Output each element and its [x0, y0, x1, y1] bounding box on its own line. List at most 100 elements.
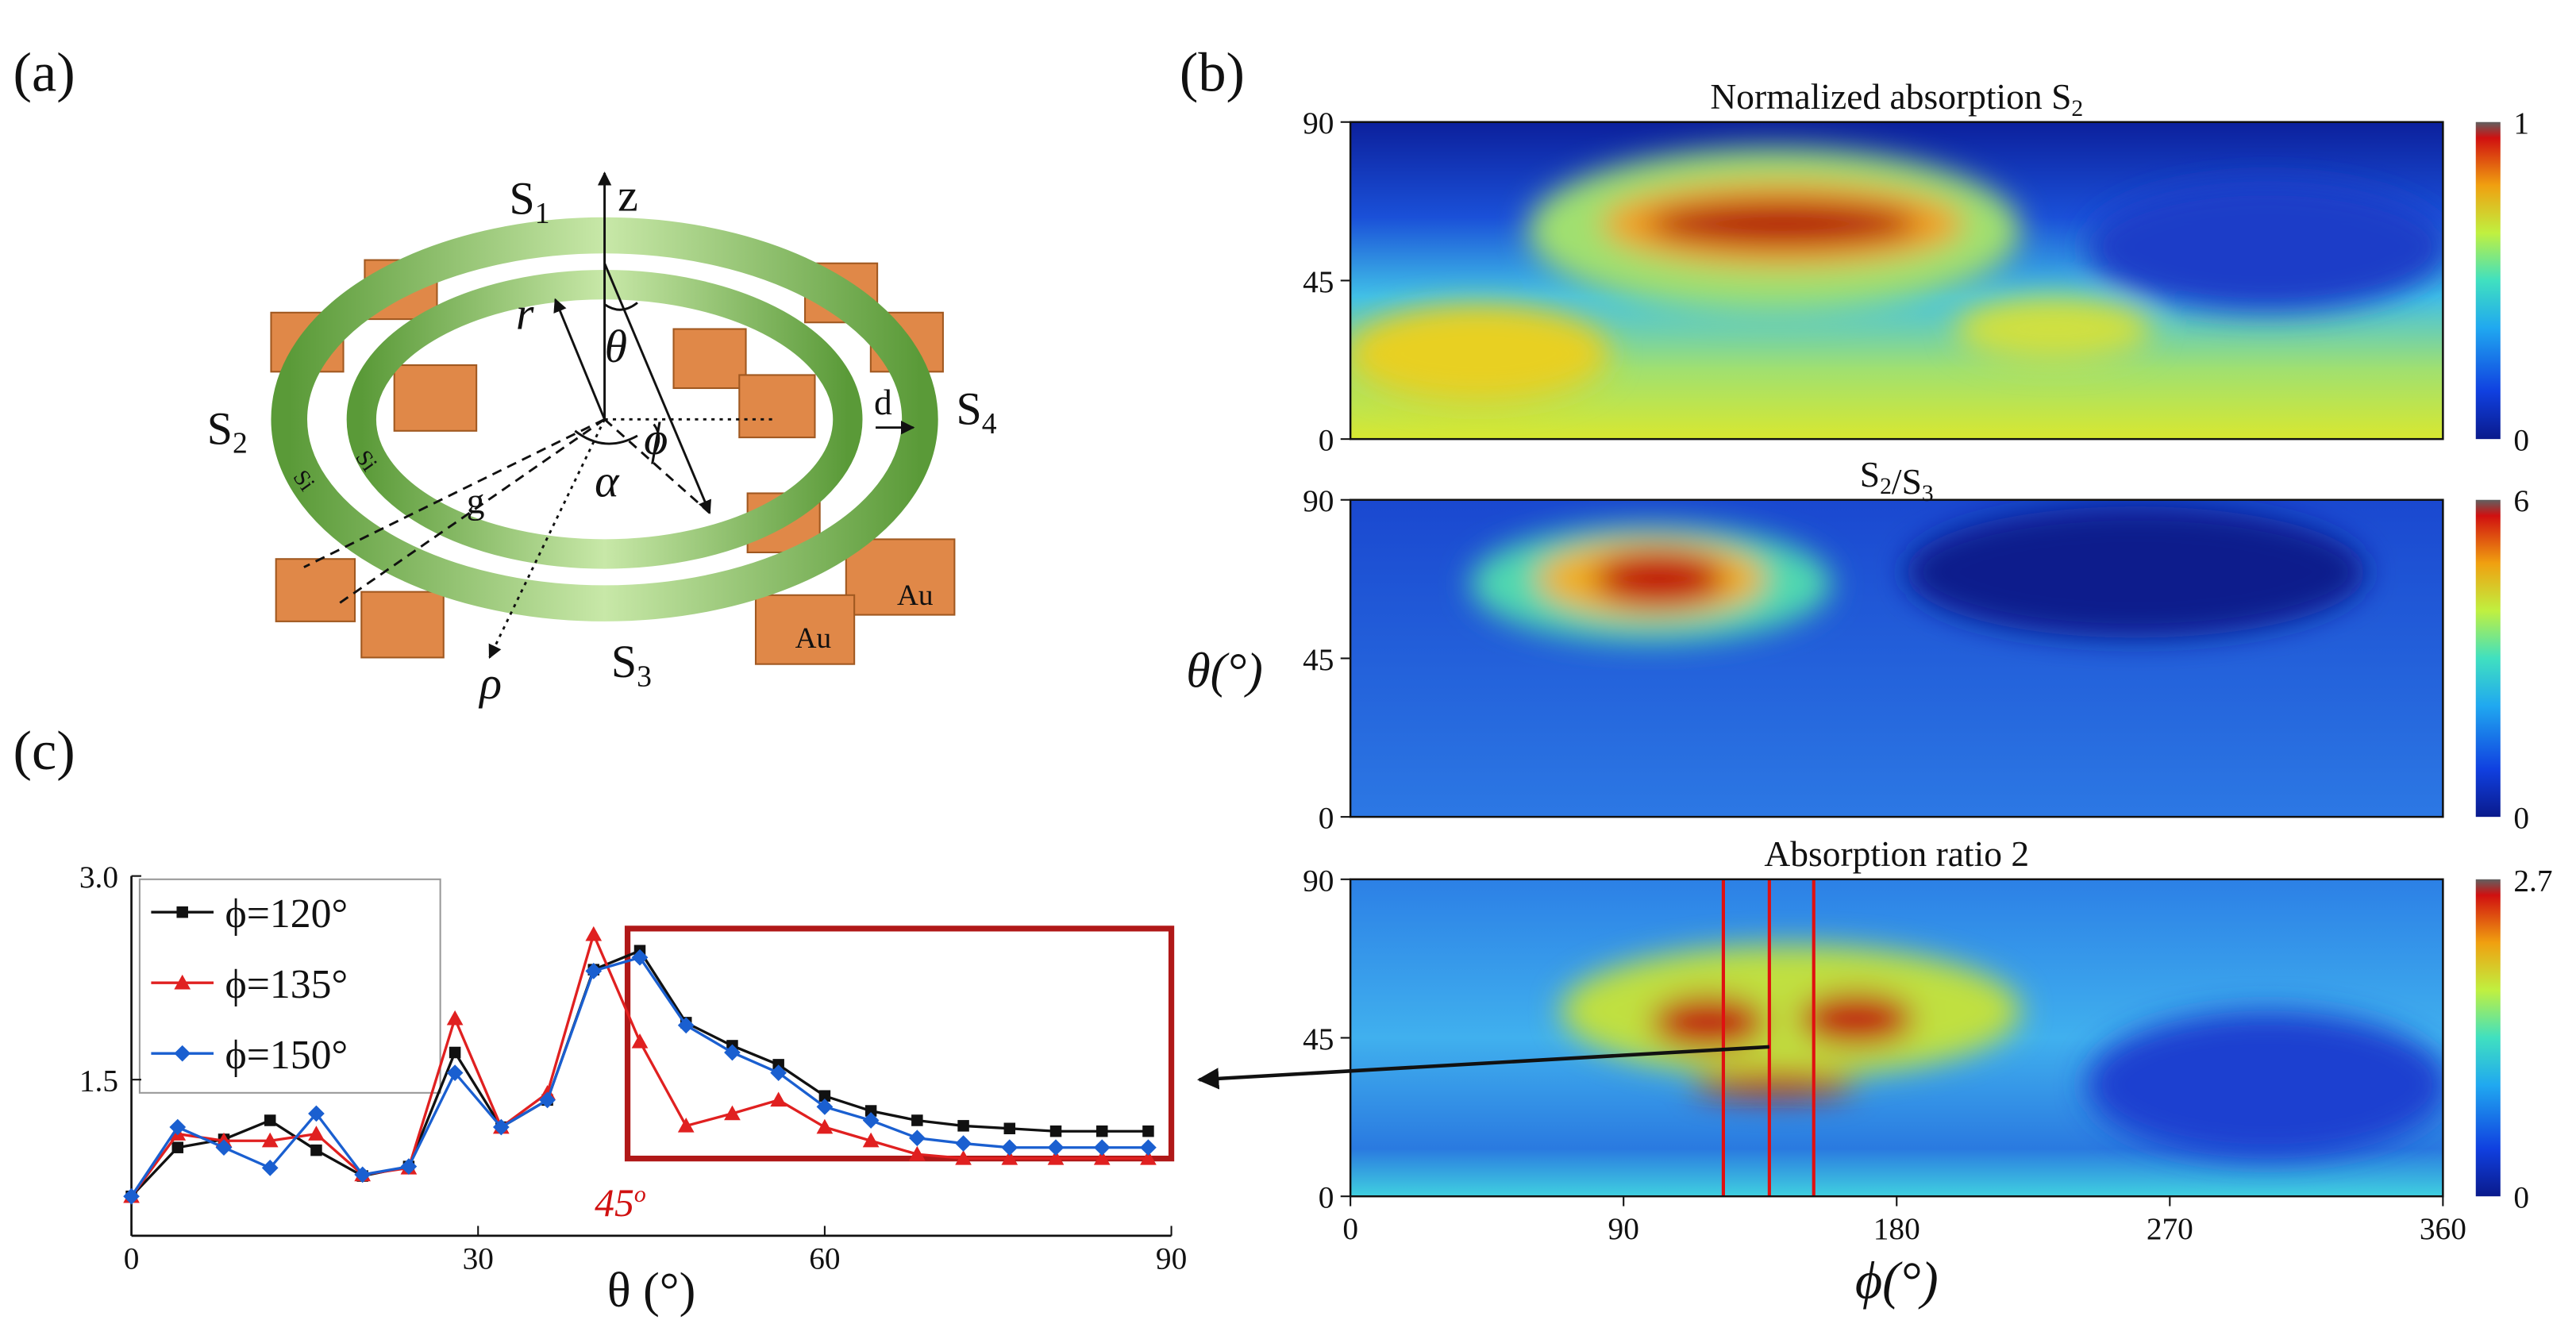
legend-marker — [174, 974, 191, 990]
colorbar-tick-label: 1 — [2513, 106, 2529, 140]
heatmap-title: Normalized absorption S2 — [1710, 76, 2083, 121]
y-tick-label: 90 — [1303, 863, 1334, 898]
marker — [215, 1139, 233, 1156]
marker — [724, 1044, 741, 1061]
marker — [585, 963, 603, 979]
colorbar-tick-label: 0 — [2513, 1180, 2529, 1215]
y-tick-label: 0 — [1319, 1180, 1334, 1215]
marker — [400, 1158, 418, 1176]
marker — [1001, 1139, 1018, 1156]
legend-label: ϕ=135° — [225, 962, 348, 1007]
highlight-box — [624, 925, 1175, 1162]
marker — [171, 1141, 184, 1153]
marker — [908, 1129, 926, 1147]
material-label: Au — [795, 622, 832, 655]
heatmap-title-sub: 2 — [2071, 96, 2083, 121]
annotation: 45o — [595, 1181, 646, 1225]
marker — [677, 1117, 695, 1133]
marker — [354, 1166, 372, 1183]
marker — [911, 1114, 923, 1126]
colorbar-tick-label: 2.7 — [2513, 863, 2552, 898]
dimension-label: d — [874, 382, 892, 422]
heatmap-title: Absorption ratio 2 — [1764, 833, 2029, 874]
y-tick-label: 45 — [1303, 1022, 1334, 1056]
colorbar-tick-label: 0 — [2513, 423, 2529, 458]
colorbar-tick-label: 6 — [2513, 483, 2529, 518]
ring-label-text: S — [956, 383, 981, 435]
marker — [818, 1090, 831, 1102]
panel-label: (a) — [13, 41, 75, 103]
panel-label: (b) — [1180, 41, 1245, 103]
legend-label: ϕ=120° — [225, 891, 348, 937]
heatmap-title-text: Absorption ratio 2 — [1764, 833, 2029, 874]
legend-marker — [174, 1045, 191, 1062]
y-tick-label: 3.0 — [79, 860, 118, 895]
legend-label: ϕ=150° — [225, 1033, 348, 1078]
marker — [1140, 1139, 1157, 1156]
colorbars — [2475, 121, 2501, 1197]
marker — [1093, 1139, 1111, 1156]
y-tick-label: 1.5 — [79, 1064, 118, 1099]
chart-c-frame — [130, 875, 1172, 1237]
marker — [816, 1099, 834, 1115]
legend-box — [138, 878, 441, 1094]
marker — [1140, 1150, 1157, 1165]
heatmap-title-sub: 3 — [1922, 481, 1934, 506]
axis-symbol: ϕ — [644, 413, 668, 464]
x-tick-label: 0 — [1342, 1211, 1358, 1246]
x-tick-label: 180 — [1873, 1211, 1920, 1246]
colorbar-tick-label: 0 — [2513, 801, 2529, 836]
heatmap-3-image — [1350, 879, 2443, 1197]
marker — [631, 1033, 649, 1049]
y-tick-label: 90 — [1303, 106, 1334, 140]
marker — [677, 1017, 695, 1034]
marker — [1049, 1125, 1062, 1137]
marker — [310, 1144, 322, 1156]
ring-label-text: S — [207, 402, 233, 454]
marker — [308, 1105, 325, 1122]
marker — [264, 1114, 276, 1126]
marker — [955, 1135, 972, 1152]
heatmap-title-sub: 2 — [1880, 474, 1892, 499]
y-tick-label: 0 — [1319, 423, 1334, 458]
x-tick-label: 0 — [124, 1241, 140, 1276]
axis-symbol: z — [618, 170, 638, 221]
ring-label-text: S — [611, 636, 637, 687]
material-label: Au — [897, 579, 934, 612]
heatmap-title-text: /S — [1892, 461, 1922, 502]
marker — [492, 1118, 510, 1136]
heatmap-2-image — [1350, 499, 2443, 818]
marker — [1003, 1122, 1016, 1135]
marker — [539, 1091, 556, 1109]
ring-label: S4 — [956, 383, 996, 441]
axis-symbol: θ — [605, 321, 627, 372]
y-tick-label: 45 — [1303, 264, 1334, 299]
axis-symbol: r — [516, 288, 534, 340]
x-axis-label: θ (°) — [607, 1264, 695, 1318]
y-tick-label: 90 — [1303, 483, 1334, 518]
y-axis-label: θ(°) — [1186, 645, 1263, 698]
annotation-text: 45 — [595, 1181, 634, 1225]
marker — [631, 949, 649, 966]
heatmap-title: S2/S3 — [1860, 454, 1934, 506]
ring-label: S1 — [510, 173, 550, 230]
marker — [908, 1145, 926, 1161]
marker — [1093, 1150, 1111, 1165]
panel-label: (c) — [13, 720, 75, 782]
arrow — [1197, 1045, 1769, 1090]
marker — [1047, 1139, 1065, 1156]
y-tick-label: 45 — [1303, 642, 1334, 677]
ring-label: S2 — [207, 402, 248, 460]
ring-label: S3 — [611, 636, 652, 693]
marker — [1001, 1150, 1018, 1165]
marker — [169, 1118, 187, 1136]
marker — [816, 1118, 834, 1134]
ring-label-sub: 2 — [233, 427, 248, 460]
dimension-label: g — [467, 480, 485, 521]
marker — [862, 1112, 880, 1129]
marker — [864, 1105, 877, 1117]
axis-symbol: ρ — [478, 657, 502, 709]
ring-label-sub: 3 — [637, 660, 652, 694]
